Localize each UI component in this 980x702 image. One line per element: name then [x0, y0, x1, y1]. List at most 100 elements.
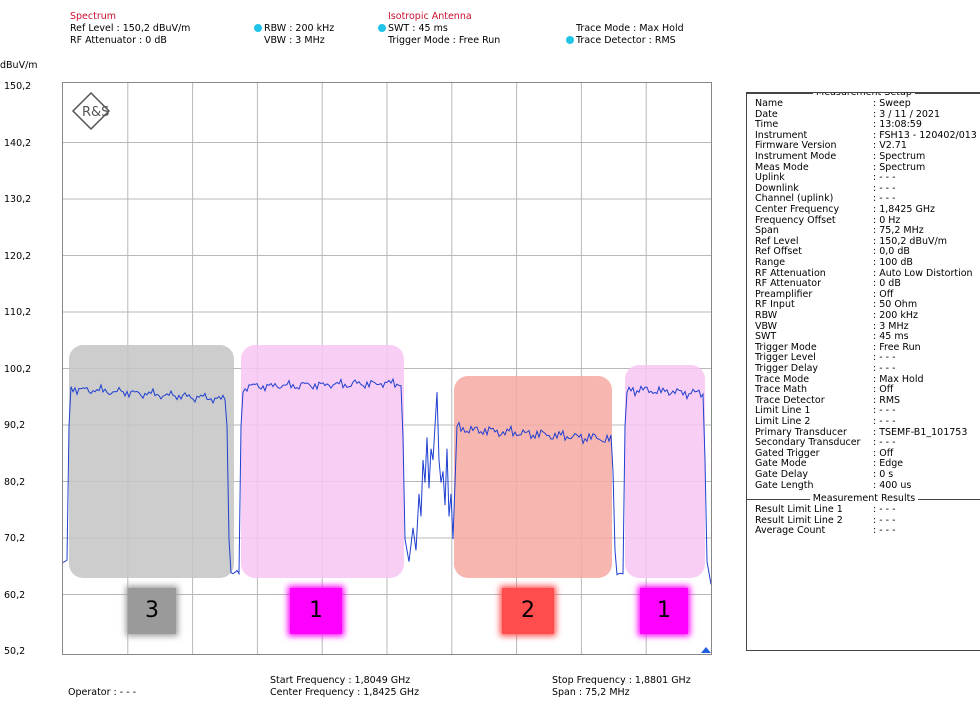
- spectrum-svg: R&S: [63, 83, 711, 654]
- end-marker-icon: [701, 647, 711, 653]
- swt-readout: SWT : 45 ms: [378, 23, 448, 34]
- setup-value: : Free Run: [873, 341, 921, 353]
- setup-row: Preamplifier: Off: [755, 289, 893, 301]
- band-label-1: 3: [128, 588, 176, 634]
- setup-row: Trigger Mode : Free Run: [755, 341, 921, 354]
- setup-key: Gated Trigger: [755, 447, 820, 459]
- band-box-2: [241, 345, 404, 578]
- trace-mode-readout: Trace Mode : Max Hold: [576, 23, 684, 34]
- setup-row: Gate Mode : Edge: [755, 459, 903, 470]
- trace-detector-indicator-icon: [566, 36, 574, 44]
- band-box-3: [454, 376, 612, 578]
- setup-value: : 3 / 11 / 2021: [873, 108, 941, 120]
- setup-row: RF Input : 50 Ohm: [755, 300, 917, 311]
- setup-key: Range: [755, 257, 786, 268]
- setup-row: Trigger Level: - - -: [755, 353, 896, 364]
- setup-key: Gate Mode: [755, 458, 807, 470]
- setup-key: Date: [755, 108, 778, 120]
- setup-value: : 400 us: [873, 479, 912, 491]
- setup-key: Trace Detector: [755, 394, 825, 406]
- setup-row: VBW: 3 MHz: [755, 320, 909, 333]
- setup-key: RF Attenuator: [755, 278, 822, 290]
- y-tick-label: 110,2: [4, 307, 32, 318]
- setup-key: Primary Transducer: [755, 426, 847, 438]
- setup-row: Ref Offset: 0,0 dB: [755, 247, 910, 258]
- rf-attenuator: RF Attenuator : 0 dB: [70, 35, 167, 46]
- band-box-4: [625, 365, 705, 578]
- result-value: : - - -: [873, 525, 896, 537]
- setup-value: : - - -: [873, 405, 896, 417]
- setup-row: Downlink : - - -: [755, 182, 896, 195]
- setup-key: Name: [755, 98, 784, 109]
- setup-value: : Edge: [873, 458, 904, 470]
- setup-key: VBW: [755, 320, 778, 332]
- y-axis-unit: dBuV/m: [0, 60, 38, 71]
- measurement-results-title: Measurement Results: [747, 493, 980, 505]
- setup-row: Frequency Offset : 0 Hz: [755, 214, 901, 227]
- result-value: : - - -: [873, 504, 896, 516]
- center-frequency: Center Frequency : 1,8425 GHz: [270, 687, 420, 698]
- setup-value: : FSH13 - 120402/013: [873, 129, 977, 141]
- setup-key: RBW: [755, 310, 778, 321]
- y-tick-label: 150,2: [4, 81, 32, 92]
- setup-row: Gated Trigger: Off: [755, 447, 893, 460]
- y-tick-label: 100,2: [4, 363, 32, 375]
- setup-value: : 75,2 MHz: [873, 225, 924, 237]
- setup-key: Trigger Mode: [755, 341, 817, 353]
- setup-key: Gate Length: [755, 479, 814, 491]
- setup-key: RF Attenuation: [755, 267, 826, 279]
- setup-row: Trace Mode: Max Hold: [755, 374, 924, 386]
- setup-value: : Sweep: [873, 98, 911, 109]
- setup-row: Meas Mode: Spectrum: [755, 161, 925, 174]
- antenna-title: Isotropic Antenna: [388, 11, 472, 22]
- setup-row: Range: 100 dB: [755, 257, 913, 269]
- setup-key: RF Input: [755, 299, 795, 311]
- ref-level: Ref Level : 150,2 dBuV/m: [70, 23, 191, 34]
- spectrum-plot[interactable]: R&S: [62, 82, 712, 655]
- measurement-setup-panel: Measurement Setup Name : Sweep Date : 3 / 11…: [746, 92, 980, 651]
- setup-key: Downlink: [755, 182, 799, 194]
- setup-row: Trace Math: Off: [755, 384, 893, 396]
- measurement-setup-title: Measurement Setup: [747, 93, 980, 98]
- setup-value: : - - -: [873, 437, 896, 449]
- rbw-readout: RBW : 200 kHz: [254, 23, 334, 34]
- setup-row: Ref Level: 150,2 dBuV/m: [755, 236, 947, 248]
- setup-key: Frequency Offset: [755, 214, 836, 226]
- y-tick-label: 60,2: [4, 589, 26, 601]
- trace-detector-readout: Trace Detector : RMS: [566, 35, 676, 46]
- setup-key: Trigger Level: [755, 352, 816, 364]
- setup-value: : Auto Low Distortion: [873, 267, 973, 279]
- setup-row: Channel (uplink): - - -: [755, 194, 896, 205]
- setup-key: Time: [755, 119, 779, 131]
- trigger-mode-readout: Trigger Mode : Free Run: [388, 35, 501, 46]
- result-row: Result Limit Line 2: - - -: [755, 514, 896, 527]
- setup-value: : Spectrum: [873, 151, 926, 162]
- setup-key: Limit Line 2: [755, 416, 811, 427]
- setup-row: Center Frequency: 1,8425 GHz: [755, 204, 935, 216]
- setup-key: Firmware Version: [755, 140, 837, 152]
- y-tick-label: 130,2: [4, 194, 32, 205]
- band-label-4: 1: [640, 588, 688, 634]
- setup-row: Limit Line 1: - - -: [755, 406, 896, 417]
- rohde-schwarz-logo: R&S: [71, 91, 111, 131]
- setup-row: Gate Length : 400 us: [755, 479, 912, 492]
- setup-value: : 13:08:59: [873, 119, 922, 131]
- stop-frequency: Stop Frequency : 1,8801 GHz: [552, 675, 691, 686]
- setup-row: Time : 13:08:59: [755, 119, 922, 131]
- setup-value: : - - -: [873, 182, 896, 194]
- setup-value: : 0 Hz: [873, 214, 901, 226]
- setup-key: Meas Mode: [755, 161, 809, 173]
- setup-value: : 0 dB: [873, 278, 901, 290]
- setup-value: : 50 Ohm: [873, 299, 918, 311]
- setup-value: : 200 kHz: [873, 310, 919, 321]
- result-value: : - - -: [873, 514, 896, 526]
- setup-row: Span : 75,2 MHz: [755, 225, 924, 237]
- setup-row: RBW : 200 kHz: [755, 310, 919, 322]
- setup-row: Trigger Delay: - - -: [755, 363, 896, 375]
- setup-key: Channel (uplink): [755, 193, 834, 205]
- setup-key: Secondary Transducer: [755, 437, 861, 449]
- setup-row: Primary Transducer: TSEMF-B1_101753: [755, 426, 967, 439]
- setup-row: Secondary Transducer : - - -: [755, 437, 896, 449]
- setup-key: Span: [755, 225, 779, 237]
- setup-value: : 0 s: [873, 469, 894, 480]
